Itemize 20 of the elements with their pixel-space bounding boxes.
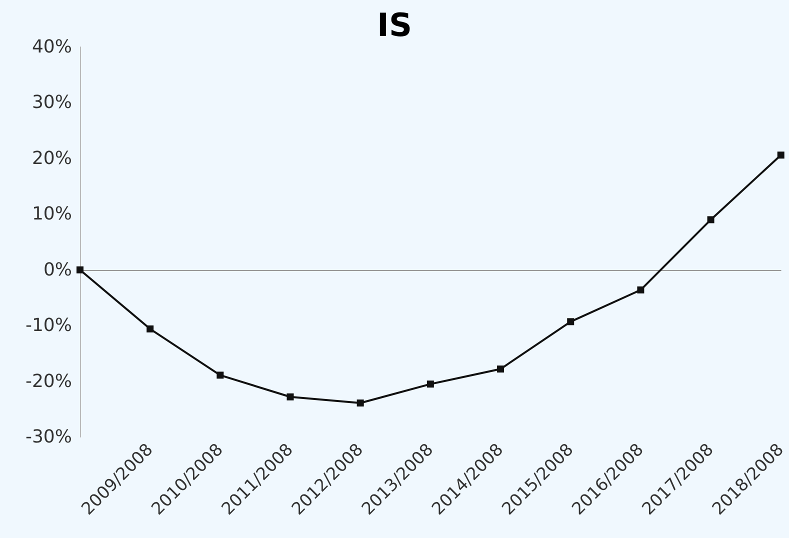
y-tick-label: -30% [25,426,72,448]
y-tick-label: 30% [32,92,72,114]
point [426,380,434,388]
point [356,400,364,407]
point [637,286,644,294]
y-tick-label: 40% [32,36,72,58]
point [76,266,84,274]
chart-title: IS [377,6,412,44]
y-tick-label: -10% [25,315,72,336]
y-tick-label: 20% [32,148,72,169]
point [567,318,574,326]
y-tick-label: -20% [25,370,72,392]
point [707,216,714,224]
point [497,366,504,373]
y-tick-label: 10% [32,204,72,225]
point [146,325,154,332]
point [216,372,224,379]
y-tick-label: 0% [43,259,72,280]
point [286,393,294,400]
point [777,152,784,159]
